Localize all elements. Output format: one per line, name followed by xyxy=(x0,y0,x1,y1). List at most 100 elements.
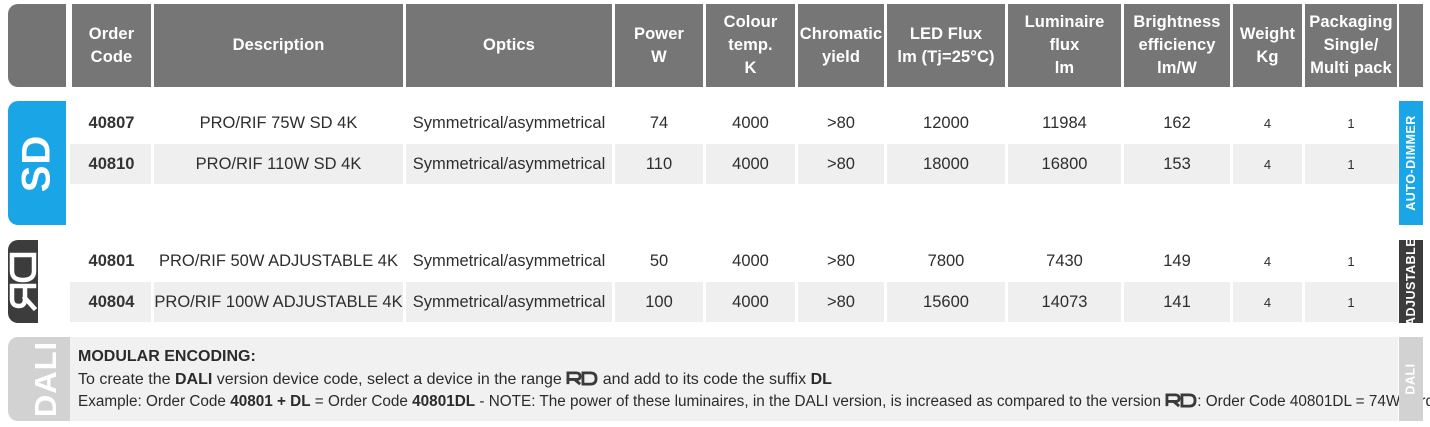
column-divider xyxy=(795,282,798,322)
cell-packaging: 1 xyxy=(1347,115,1355,131)
column-divider xyxy=(884,241,887,281)
cell-weight: 4 xyxy=(1263,294,1272,310)
line2-text-c: = Order Code xyxy=(310,393,413,410)
column-divider xyxy=(703,241,706,281)
header-weight: Weight Kg xyxy=(1233,4,1302,87)
column-divider xyxy=(1302,241,1305,281)
cell-brightness: 162 xyxy=(1163,113,1191,132)
cell-chromatic: >80 xyxy=(827,251,855,270)
line1-dali-bold: DALI xyxy=(174,371,213,388)
column-divider xyxy=(1121,282,1124,322)
column-divider xyxy=(703,103,706,143)
dali-note: MODULAR ENCODING: To create the DALI ver… xyxy=(70,337,1430,421)
column-divider xyxy=(612,241,615,281)
cell-ledflux: 18000 xyxy=(923,154,969,173)
column-divider xyxy=(1005,103,1008,143)
rd-logo-icon xyxy=(9,252,38,311)
column-divider xyxy=(403,282,406,322)
adjustable-label: ADJUSTABLE xyxy=(1404,237,1419,326)
line2-text-e: - NOTE: The power of these luminaires, i… xyxy=(475,393,1166,410)
line1-text-d: and add to its code the suffix xyxy=(598,371,811,388)
cell-brightness: 153 xyxy=(1163,154,1191,173)
cell-colour: 4000 xyxy=(732,113,769,132)
cell-colour: 4000 xyxy=(732,154,769,173)
rd-group-badge xyxy=(8,240,38,323)
column-divider xyxy=(795,103,798,143)
header-description: Description xyxy=(154,4,403,87)
column-divider xyxy=(1302,144,1305,184)
cell-lumflux: 16800 xyxy=(1041,154,1088,173)
cell-packaging: 1 xyxy=(1347,294,1355,310)
column-divider xyxy=(884,282,887,322)
line2-text-f: : Order Code 40801DL = 74W; Order Code xyxy=(1197,393,1430,410)
cell-description: PRO/RIF 100W ADJUSTABLE 4K xyxy=(154,292,403,311)
cell-code: 40801 xyxy=(88,251,135,270)
column-divider xyxy=(1230,144,1233,184)
header-ledflux: LED Flux lm (Tj=25°C) xyxy=(887,4,1005,87)
cell-weight: 4 xyxy=(1263,115,1272,131)
cell-optics: Symmetrical/asymmetrical xyxy=(412,154,606,173)
cell-description: PRO/RIF 75W SD 4K xyxy=(199,113,358,132)
dali-tab: DALI xyxy=(1399,337,1423,421)
column-divider xyxy=(1005,241,1008,281)
header-packaging: Packaging Single/ Multi pack xyxy=(1305,4,1397,87)
column-divider xyxy=(612,103,615,143)
column-divider xyxy=(151,282,154,322)
dali-badge-label: DALI xyxy=(28,340,64,418)
header-code: Order Code xyxy=(72,4,151,87)
line1-suffix-bold: DL xyxy=(810,371,832,388)
cell-lumflux: 14073 xyxy=(1041,292,1088,311)
dali-note-line1: To create the DALI version device code, … xyxy=(78,371,832,389)
column-divider xyxy=(1302,282,1305,322)
header-optics: Optics xyxy=(406,4,612,87)
header-lumflux: Luminaire flux lm xyxy=(1008,4,1121,87)
rd-version-logo-icon xyxy=(1165,393,1197,408)
line2-code-bold: 40801 + DL xyxy=(230,393,311,410)
cell-optics: Symmetrical/asymmetrical xyxy=(412,292,606,311)
column-divider xyxy=(795,144,798,184)
column-divider xyxy=(884,103,887,143)
column-divider xyxy=(1230,103,1233,143)
line1-text-c: version device code, select a device in … xyxy=(212,371,567,388)
table-row: 40807 PRO/RIF 75W SD 4K Symmetrical/asymme… xyxy=(70,103,1398,143)
cell-code: 40804 xyxy=(88,292,135,311)
header-corner xyxy=(8,4,66,87)
cell-weight: 4 xyxy=(1263,253,1272,269)
cell-power: 110 xyxy=(645,154,673,173)
column-divider xyxy=(612,282,615,322)
column-divider xyxy=(1230,282,1233,322)
cell-power: 100 xyxy=(645,292,673,311)
cell-chromatic: >80 xyxy=(827,154,855,173)
cell-code: 40810 xyxy=(88,154,135,173)
dali-note-line2: Example: Order Code 40801 + DL = Order C… xyxy=(78,393,1430,411)
header-power: Power W xyxy=(615,4,703,87)
header-chromatic: Chromatic yield xyxy=(798,4,884,87)
cell-description: PRO/RIF 110W SD 4K xyxy=(195,154,362,173)
cell-code: 40807 xyxy=(88,113,135,132)
cell-ledflux: 12000 xyxy=(923,113,969,132)
column-divider xyxy=(403,241,406,281)
column-divider xyxy=(1005,144,1008,184)
cell-packaging: 1 xyxy=(1347,253,1355,269)
dali-tab-label: DALI xyxy=(1404,363,1419,395)
cell-ledflux: 7800 xyxy=(927,251,965,270)
auto-dimmer-label: AUTO-DIMMER xyxy=(1404,115,1419,211)
header-brightness: Brightness efficiency lm/W xyxy=(1124,4,1230,87)
column-divider xyxy=(403,103,406,143)
sd-group-badge: SD xyxy=(8,101,66,225)
cell-lumflux: 7430 xyxy=(1046,251,1083,270)
column-divider xyxy=(703,144,706,184)
header-end-cap xyxy=(1399,4,1423,87)
column-divider xyxy=(1121,103,1124,143)
column-divider xyxy=(151,241,154,281)
table-row: 40804 PRO/RIF 100W ADJUSTABLE 4K Symmetric… xyxy=(70,282,1398,322)
cell-chromatic: >80 xyxy=(827,113,855,132)
sd-badge-label: SD xyxy=(14,134,59,192)
column-divider xyxy=(795,241,798,281)
column-divider xyxy=(1005,282,1008,322)
column-divider xyxy=(1121,241,1124,281)
cell-brightness: 141 xyxy=(1163,292,1191,311)
column-divider xyxy=(403,144,406,184)
line2-dlcode-bold: 40801DL xyxy=(412,393,476,410)
adjustable-tab: ADJUSTABLE xyxy=(1399,237,1423,326)
